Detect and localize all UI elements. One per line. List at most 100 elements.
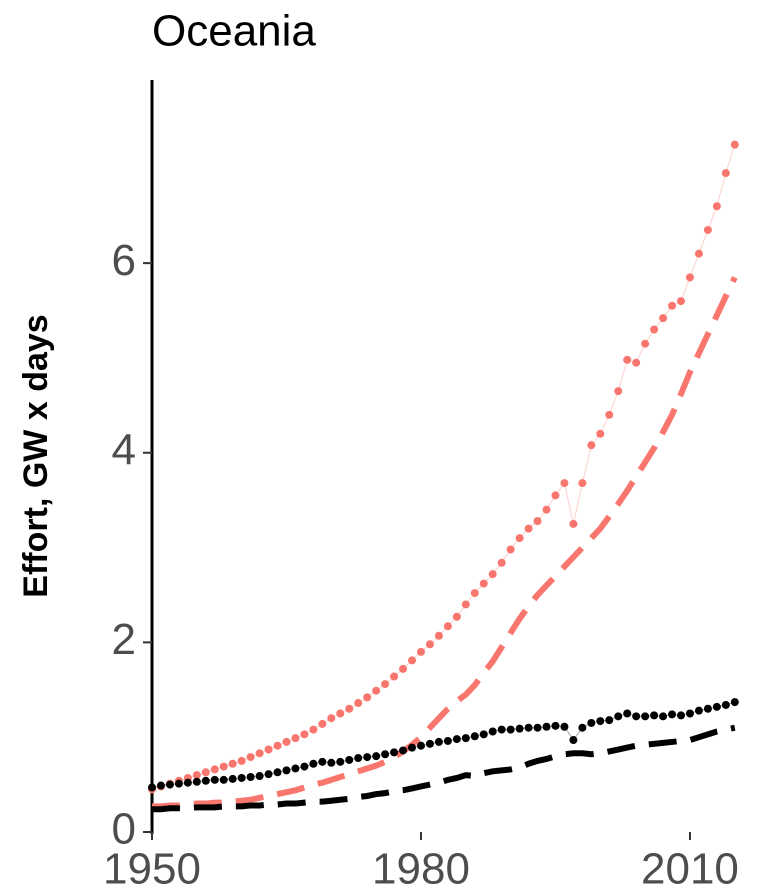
data-point <box>228 759 237 768</box>
data-point <box>327 758 336 767</box>
data-point <box>721 169 730 178</box>
data-point <box>497 725 506 734</box>
data-point <box>201 776 210 785</box>
data-point <box>264 745 273 754</box>
data-point <box>363 693 372 702</box>
data-point <box>659 314 668 323</box>
data-point <box>408 656 417 665</box>
connector-line <box>151 144 736 790</box>
data-point <box>479 579 488 588</box>
data-point <box>434 631 443 640</box>
data-point <box>587 441 596 450</box>
data-point <box>685 273 694 282</box>
data-point <box>578 723 587 732</box>
data-point <box>587 718 596 727</box>
data-point <box>712 702 721 711</box>
data-point <box>694 706 703 715</box>
data-point <box>416 741 425 750</box>
data-point <box>506 545 515 554</box>
data-point <box>488 570 497 579</box>
data-point <box>479 730 488 739</box>
data-point <box>372 752 381 761</box>
data-point <box>578 479 587 488</box>
data-point <box>318 719 327 728</box>
data-point <box>300 730 309 739</box>
data-point <box>336 757 345 766</box>
data-point <box>425 640 434 649</box>
data-point <box>470 589 479 598</box>
data-point <box>650 325 659 334</box>
data-point <box>443 622 452 631</box>
data-point <box>452 735 461 744</box>
data-point <box>614 712 623 721</box>
data-point <box>192 777 201 786</box>
data-point <box>443 736 452 745</box>
data-point <box>381 750 390 759</box>
data-point <box>488 727 497 736</box>
data-point <box>721 700 730 709</box>
data-point <box>668 710 677 719</box>
data-point <box>156 781 165 790</box>
data-point <box>641 339 650 348</box>
data-point <box>237 756 246 765</box>
data-point <box>461 734 470 743</box>
data-point <box>659 712 668 721</box>
data-point <box>309 725 318 734</box>
data-point <box>650 711 659 720</box>
data-point <box>542 722 551 731</box>
data-point <box>685 709 694 718</box>
data-point <box>569 519 578 528</box>
data-point <box>372 686 381 695</box>
data-point <box>264 770 273 779</box>
data-point <box>533 517 542 526</box>
data-point <box>506 725 515 734</box>
data-point <box>730 140 739 149</box>
dashed-line <box>152 276 738 810</box>
data-point <box>390 748 399 757</box>
data-point <box>632 358 641 367</box>
data-point <box>461 600 470 609</box>
data-point <box>309 759 318 768</box>
data-point <box>246 773 255 782</box>
chart-title: Oceania <box>152 7 316 56</box>
data-point <box>524 723 533 732</box>
data-point <box>614 387 623 396</box>
data-point <box>605 410 614 419</box>
data-point <box>434 737 443 746</box>
data-point <box>291 734 300 743</box>
data-point <box>569 736 578 745</box>
data-point <box>425 739 434 748</box>
data-point <box>524 524 533 533</box>
data-point <box>300 762 309 771</box>
data-point <box>165 780 174 789</box>
data-point <box>452 612 461 621</box>
y-tick-label: 2 <box>112 615 136 664</box>
data-point <box>354 754 363 763</box>
data-point <box>282 737 291 746</box>
data-point <box>596 717 605 726</box>
data-point <box>703 225 712 234</box>
data-point <box>327 714 336 723</box>
data-point <box>210 775 219 784</box>
data-point <box>641 712 650 721</box>
y-tick-label: 4 <box>112 425 136 474</box>
x-tick-label: 1950 <box>103 845 201 894</box>
data-point <box>605 716 614 725</box>
data-point <box>210 765 219 774</box>
data-point <box>470 732 479 741</box>
data-point <box>237 773 246 782</box>
data-point <box>551 491 560 500</box>
data-point <box>255 772 264 781</box>
data-point <box>730 698 739 707</box>
data-point <box>282 766 291 775</box>
data-point <box>497 558 506 567</box>
y-tick-label: 6 <box>112 236 136 285</box>
data-point <box>246 753 255 762</box>
data-point <box>390 672 399 681</box>
data-point <box>551 721 560 730</box>
data-point <box>712 202 721 211</box>
data-point <box>345 755 354 764</box>
data-point <box>515 534 524 543</box>
data-point <box>668 301 677 310</box>
data-point <box>336 709 345 718</box>
